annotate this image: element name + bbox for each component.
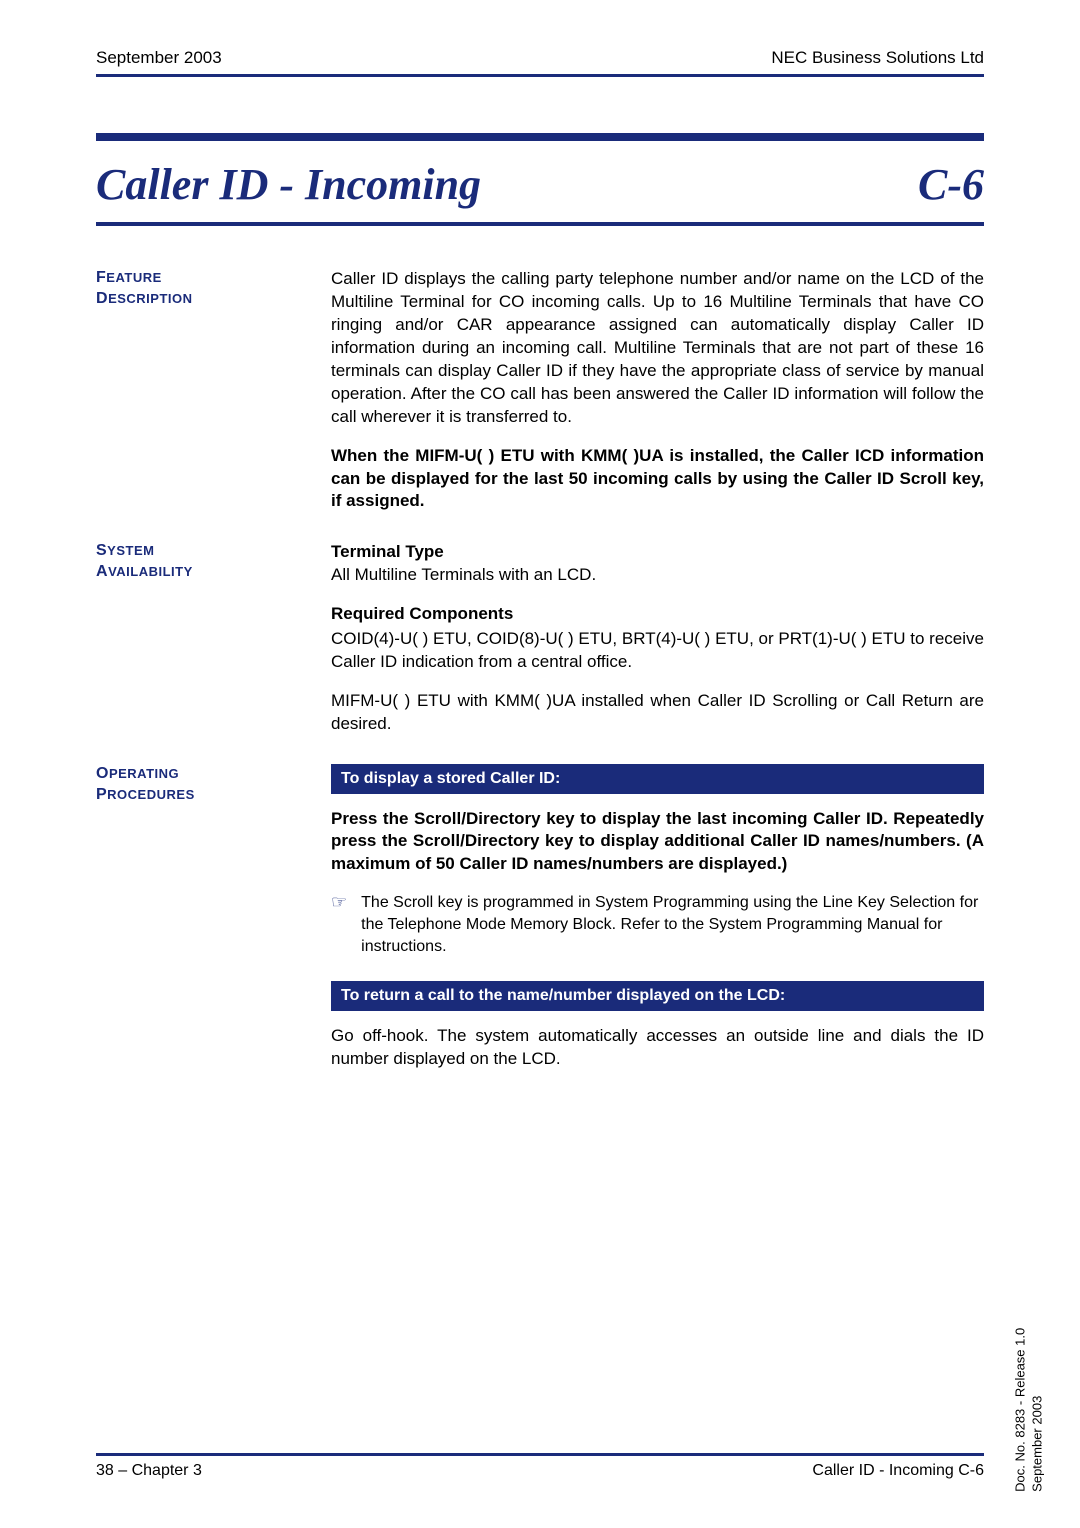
procedure-header-1: To display a stored Caller ID: [331,764,984,794]
section-operating: OPERATINGPROCEDURES To display a stored … [96,764,984,1071]
section-body-feature: Caller ID displays the calling party tel… [331,268,984,513]
side-line2: September 2003 [1029,1396,1044,1492]
section-body-operating: To display a stored Caller ID: Press the… [331,764,984,1071]
header-date: September 2003 [96,48,222,68]
header-company: NEC Business Solutions Ltd [771,48,984,68]
title-block: Caller ID - Incoming C-6 [96,133,984,226]
page-number-code: C-6 [918,159,984,210]
side-doc-info: Doc. No. 8283 - Release 1.0 September 20… [1012,1328,1046,1492]
terminal-type-body: All Multiline Terminals with an LCD. [331,565,596,584]
procedure-1-body: Press the Scroll/Directory key to displa… [331,808,984,877]
section-label-system: SYSTEMAVAILABILITY [96,541,311,736]
feature-para2: When the MIFM-U( ) ETU with KMM( )UA is … [331,445,984,514]
side-line1: Doc. No. 8283 - Release 1.0 [1012,1328,1027,1492]
page-footer: 38 – Chapter 3 Caller ID - Incoming C-6 [96,1453,984,1480]
procedure-1-note-text: The Scroll key is programmed in System P… [361,892,984,957]
terminal-type-heading: Terminal Type [331,542,444,561]
system-sub1: Terminal Type All Multiline Terminals wi… [331,541,984,587]
required-components-body2: MIFM-U( ) ETU with KMM( )UA installed wh… [331,690,984,736]
required-components-heading: Required Components [331,603,984,626]
page-title: Caller ID - Incoming [96,159,481,210]
feature-para1: Caller ID displays the calling party tel… [331,268,984,429]
document-page: September 2003 NEC Business Solutions Lt… [0,0,1080,1528]
footer-right: Caller ID - Incoming C-6 [812,1462,984,1480]
procedure-2-body: Go off-hook. The system automatically ac… [331,1025,984,1071]
section-label-feature: FEATUREDESCRIPTION [96,268,311,513]
section-feature: FEATUREDESCRIPTION Caller ID displays th… [96,268,984,513]
content-area: FEATUREDESCRIPTION Caller ID displays th… [96,268,984,1071]
section-label-operating: OPERATINGPROCEDURES [96,764,311,1071]
note-icon: ☞ [331,892,347,914]
procedure-1-note: ☞ The Scroll key is programmed in System… [331,892,984,957]
footer-left: 38 – Chapter 3 [96,1462,202,1480]
page-header: September 2003 NEC Business Solutions Lt… [96,48,984,77]
section-body-system: Terminal Type All Multiline Terminals wi… [331,541,984,736]
procedure-header-2: To return a call to the name/number disp… [331,981,984,1011]
section-system: SYSTEMAVAILABILITY Terminal Type All Mul… [96,541,984,736]
required-components-body1: COID(4)-U( ) ETU, COID(8)-U( ) ETU, BRT(… [331,628,984,674]
